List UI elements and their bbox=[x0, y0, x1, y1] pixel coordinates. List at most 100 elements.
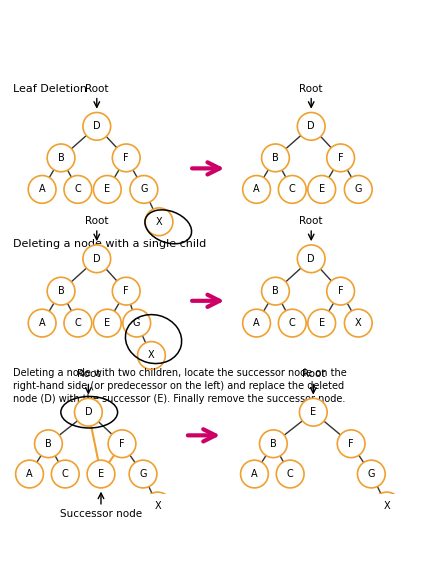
Circle shape bbox=[94, 309, 121, 337]
Circle shape bbox=[262, 277, 289, 305]
Circle shape bbox=[130, 176, 158, 203]
Text: C: C bbox=[75, 185, 81, 194]
Circle shape bbox=[94, 176, 121, 203]
Text: B: B bbox=[272, 286, 279, 296]
Circle shape bbox=[297, 112, 325, 140]
Text: A: A bbox=[26, 469, 33, 479]
Text: F: F bbox=[124, 286, 129, 296]
Text: A: A bbox=[253, 318, 260, 328]
Text: E: E bbox=[310, 407, 316, 417]
Text: C: C bbox=[75, 318, 81, 328]
Text: X: X bbox=[384, 501, 390, 511]
Circle shape bbox=[28, 309, 56, 337]
Text: Root: Root bbox=[299, 83, 323, 94]
Text: B: B bbox=[270, 438, 277, 449]
Circle shape bbox=[75, 398, 102, 426]
Text: Root: Root bbox=[85, 216, 109, 226]
Circle shape bbox=[327, 277, 354, 305]
Circle shape bbox=[337, 430, 365, 458]
Text: Root: Root bbox=[302, 369, 325, 379]
Text: Deleting a node with two children, locate the successor node on the
right-hand s: Deleting a node with two children, locat… bbox=[13, 368, 347, 404]
Text: E: E bbox=[319, 318, 325, 328]
Text: B: B bbox=[57, 153, 64, 163]
Circle shape bbox=[83, 112, 111, 140]
Text: B: B bbox=[272, 153, 279, 163]
Text: E: E bbox=[319, 185, 325, 194]
Circle shape bbox=[357, 460, 385, 488]
Text: E: E bbox=[98, 469, 104, 479]
Circle shape bbox=[64, 309, 92, 337]
Text: F: F bbox=[348, 438, 354, 449]
Text: C: C bbox=[289, 185, 296, 194]
Circle shape bbox=[28, 176, 56, 203]
Circle shape bbox=[344, 176, 372, 203]
Text: C: C bbox=[287, 469, 293, 479]
Circle shape bbox=[327, 144, 354, 172]
Circle shape bbox=[145, 208, 173, 236]
Text: X: X bbox=[148, 350, 155, 361]
Text: F: F bbox=[338, 286, 344, 296]
Circle shape bbox=[243, 309, 270, 337]
Text: G: G bbox=[140, 185, 148, 194]
Circle shape bbox=[47, 144, 75, 172]
Circle shape bbox=[108, 430, 136, 458]
Circle shape bbox=[112, 144, 140, 172]
Text: G: G bbox=[133, 318, 140, 328]
Text: C: C bbox=[289, 318, 296, 328]
Text: Root: Root bbox=[85, 83, 109, 94]
Circle shape bbox=[83, 245, 111, 273]
Text: G: G bbox=[139, 469, 147, 479]
Text: B: B bbox=[45, 438, 52, 449]
Circle shape bbox=[308, 309, 335, 337]
Text: F: F bbox=[338, 153, 344, 163]
Circle shape bbox=[129, 460, 157, 488]
Circle shape bbox=[64, 176, 92, 203]
Text: D: D bbox=[93, 122, 100, 131]
Text: A: A bbox=[253, 185, 260, 194]
Text: Root: Root bbox=[77, 369, 100, 379]
Text: E: E bbox=[104, 185, 110, 194]
Text: C: C bbox=[62, 469, 69, 479]
Circle shape bbox=[15, 460, 43, 488]
Text: A: A bbox=[39, 185, 45, 194]
Text: X: X bbox=[154, 501, 161, 511]
Text: X: X bbox=[156, 217, 162, 227]
Circle shape bbox=[276, 460, 304, 488]
Text: G: G bbox=[368, 469, 375, 479]
Circle shape bbox=[35, 430, 62, 458]
Circle shape bbox=[373, 492, 401, 520]
Text: A: A bbox=[39, 318, 45, 328]
Circle shape bbox=[260, 430, 287, 458]
Circle shape bbox=[123, 309, 151, 337]
Text: F: F bbox=[119, 438, 125, 449]
Circle shape bbox=[144, 492, 172, 520]
Circle shape bbox=[278, 309, 306, 337]
Circle shape bbox=[51, 460, 79, 488]
Text: Leaf Deletion: Leaf Deletion bbox=[13, 84, 87, 94]
Text: D: D bbox=[308, 254, 315, 264]
Circle shape bbox=[299, 398, 327, 426]
Text: Deleting a node with a single child: Deleting a node with a single child bbox=[13, 239, 206, 249]
Text: B: B bbox=[57, 286, 64, 296]
Circle shape bbox=[112, 277, 140, 305]
Text: D: D bbox=[308, 122, 315, 131]
Text: Successor node: Successor node bbox=[60, 509, 142, 519]
Text: X: X bbox=[355, 318, 362, 328]
Circle shape bbox=[344, 309, 372, 337]
Circle shape bbox=[308, 176, 335, 203]
Circle shape bbox=[241, 460, 268, 488]
Circle shape bbox=[138, 341, 165, 369]
Text: D: D bbox=[93, 254, 100, 264]
Circle shape bbox=[278, 176, 306, 203]
Text: F: F bbox=[124, 153, 129, 163]
Text: D: D bbox=[85, 407, 92, 417]
Circle shape bbox=[243, 176, 270, 203]
Circle shape bbox=[297, 245, 325, 273]
Text: E: E bbox=[104, 318, 110, 328]
Text: A: A bbox=[251, 469, 258, 479]
Circle shape bbox=[47, 277, 75, 305]
Text: G: G bbox=[354, 185, 362, 194]
Text: Root: Root bbox=[299, 216, 323, 226]
Circle shape bbox=[87, 460, 115, 488]
Circle shape bbox=[262, 144, 289, 172]
